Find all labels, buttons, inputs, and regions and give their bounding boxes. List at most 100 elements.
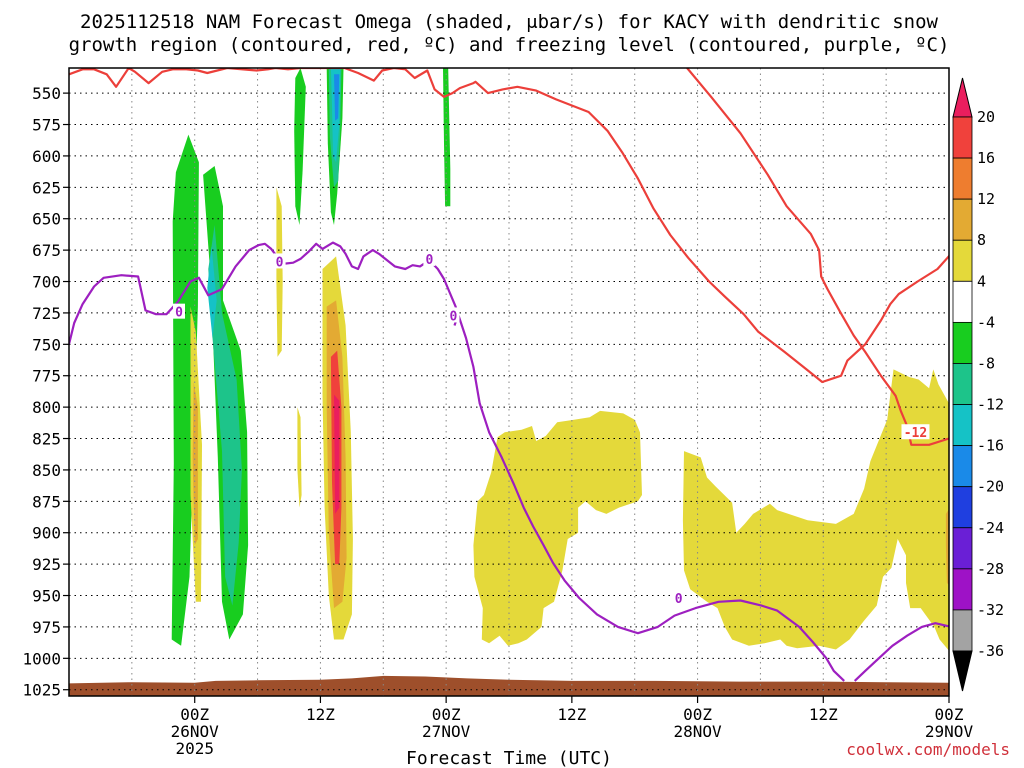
colorbar-label-13: -36 <box>977 642 1004 660</box>
x-tick-label-0-0: 00Z <box>180 705 209 724</box>
x-tick-label-24-1: 27NOV <box>422 722 471 741</box>
colorbar-label-10: -24 <box>977 519 1004 537</box>
x-tick-label-72-1: 29NOV <box>925 722 974 741</box>
contour-label-2: 0 <box>425 253 433 268</box>
colorbar-level-3 <box>952 198 973 241</box>
plot-frame <box>68 67 950 697</box>
y-tick-label-825: 825 <box>32 430 61 449</box>
omega-region-yellow-region-right <box>682 369 949 651</box>
omega-region-orange-col-a <box>192 382 198 546</box>
colorbar-level-13 <box>952 609 973 652</box>
colorbar-label-7: -12 <box>977 396 1004 414</box>
omega-region-magenta-col-h <box>334 394 340 514</box>
colorbar-level-4 <box>952 239 973 282</box>
colorbar-level-10 <box>952 486 973 529</box>
contour-group: 0 0 0 0 0 -12 <box>69 68 949 682</box>
colorbar-level-1 <box>952 116 973 159</box>
x-tick-label-0-1: 26NOV <box>171 722 220 741</box>
plot-overlay: 0 0 0 0 0 -12 <box>69 68 950 696</box>
x-tick-label-36-0: 12Z <box>557 705 586 724</box>
y-tick-label-650: 650 <box>32 210 61 229</box>
contour-label-5: -12 <box>904 426 927 441</box>
colorbar-label-3: 8 <box>977 231 986 249</box>
colorbar-level-12 <box>952 568 973 611</box>
dgz-upper-contour <box>69 68 949 384</box>
freezing-level-contour <box>69 241 845 682</box>
y-tick-label-750: 750 <box>32 335 61 354</box>
colorbar-label-1: 16 <box>977 149 995 167</box>
omega-region-teal-col-b <box>208 225 242 606</box>
colorbar-level-7 <box>952 363 973 405</box>
colorbar-label-4: 4 <box>977 272 986 290</box>
chart-title-line1: 2025112518 NAM Forecast Omega (shaded, μ… <box>80 11 938 33</box>
omega-region-blue-col-d <box>334 74 340 121</box>
y-tick-label-550: 550 <box>32 84 61 103</box>
y-axis: 550 575 600 625 650 675 700 725 750 775 800 825 850 8… <box>22 84 69 700</box>
colorbar-label-2: 12 <box>977 190 995 208</box>
x-tick-label-24-0: 00Z <box>432 705 461 724</box>
contour-label-3: 0 <box>450 309 458 324</box>
colorbar-label-11: -28 <box>977 560 1004 578</box>
colorbar-label-8: -16 <box>977 437 1004 455</box>
x-tick-label-60-0: 12Z <box>809 705 838 724</box>
contour-label-bg-2 <box>423 250 436 266</box>
omega-region-orange-blob-right <box>945 509 949 585</box>
colorbar-bottom-triangle <box>952 650 973 692</box>
omega-region-yellow-col-g <box>297 407 302 508</box>
colorbar-label-0: 20 <box>977 108 995 126</box>
omega-region-yellow-col-f <box>276 187 283 357</box>
contour-label-bg-1 <box>273 253 286 269</box>
omega-region-yellow-region-mid <box>473 410 642 646</box>
colorbar-level-5 <box>952 280 973 323</box>
y-tick-label-975: 975 <box>32 618 61 637</box>
y-tick-label-925: 925 <box>32 555 61 574</box>
credit-text: coolwx.com/models <box>846 740 1010 759</box>
x-tick-label-72-0: 00Z <box>935 705 964 724</box>
contour-label-bg-0 <box>173 303 185 319</box>
y-tick-label-775: 775 <box>32 367 61 386</box>
y-tick-label-1025: 1025 <box>22 681 61 700</box>
contour-label-bg-5 <box>901 424 930 440</box>
y-tick-label-625: 625 <box>32 178 61 197</box>
contour-label-bg-4 <box>672 590 685 606</box>
colorbar-level-6 <box>952 321 973 364</box>
x-axis-title: Forecast Time (UTC) <box>406 748 612 768</box>
contour-label-0: 0 <box>175 306 183 321</box>
contour-label-4: 0 <box>675 592 683 607</box>
freezing-level-right <box>853 622 949 682</box>
y-tick-label-900: 900 <box>32 524 61 543</box>
omega-region-cyan-col-b <box>207 246 217 338</box>
colorbar-top-triangle <box>952 77 973 118</box>
colorbar-label-12: -32 <box>977 601 1004 619</box>
y-tick-label-875: 875 <box>32 492 61 511</box>
x-tick-label-48-0: 00Z <box>683 705 712 724</box>
omega-region-terrain-band <box>69 675 949 696</box>
y-tick-label-1000: 1000 <box>22 649 61 668</box>
y-tick-label-800: 800 <box>32 398 61 417</box>
colorbar-label-9: -20 <box>977 478 1004 496</box>
contour-label-1: 0 <box>276 255 284 270</box>
y-tick-label-575: 575 <box>32 116 61 135</box>
colorbar-level-9 <box>952 445 973 488</box>
colorbar-label-6: -8 <box>977 354 995 372</box>
y-tick-label-950: 950 <box>32 587 61 606</box>
colorbar-label-5: -4 <box>977 313 995 331</box>
omega-region-green-col-e <box>443 68 451 207</box>
colorbar-level-11 <box>952 527 973 570</box>
y-tick-label-725: 725 <box>32 304 61 323</box>
y-tick-label-600: 600 <box>32 147 61 166</box>
contour-label-bg-3 <box>447 307 460 323</box>
colorbar-level-2 <box>952 157 973 200</box>
y-tick-label-850: 850 <box>32 461 61 480</box>
omega-region-green-col-c <box>294 68 306 225</box>
colorbar-level-8 <box>952 404 973 447</box>
x-tick-label-0-2: 2025 <box>175 739 214 758</box>
y-tick-label-700: 700 <box>32 273 61 292</box>
colorbar: 20 16 12 8 4 -4 -8 -12 -16 -20 -24 -28 -32 -36 <box>952 77 1004 692</box>
chart-title-line2: growth region (contoured, red, ºC) and f… <box>69 34 950 56</box>
plot-area <box>69 68 949 696</box>
y-tick-label-675: 675 <box>32 241 61 260</box>
omega-region-green-col-a <box>171 134 199 646</box>
